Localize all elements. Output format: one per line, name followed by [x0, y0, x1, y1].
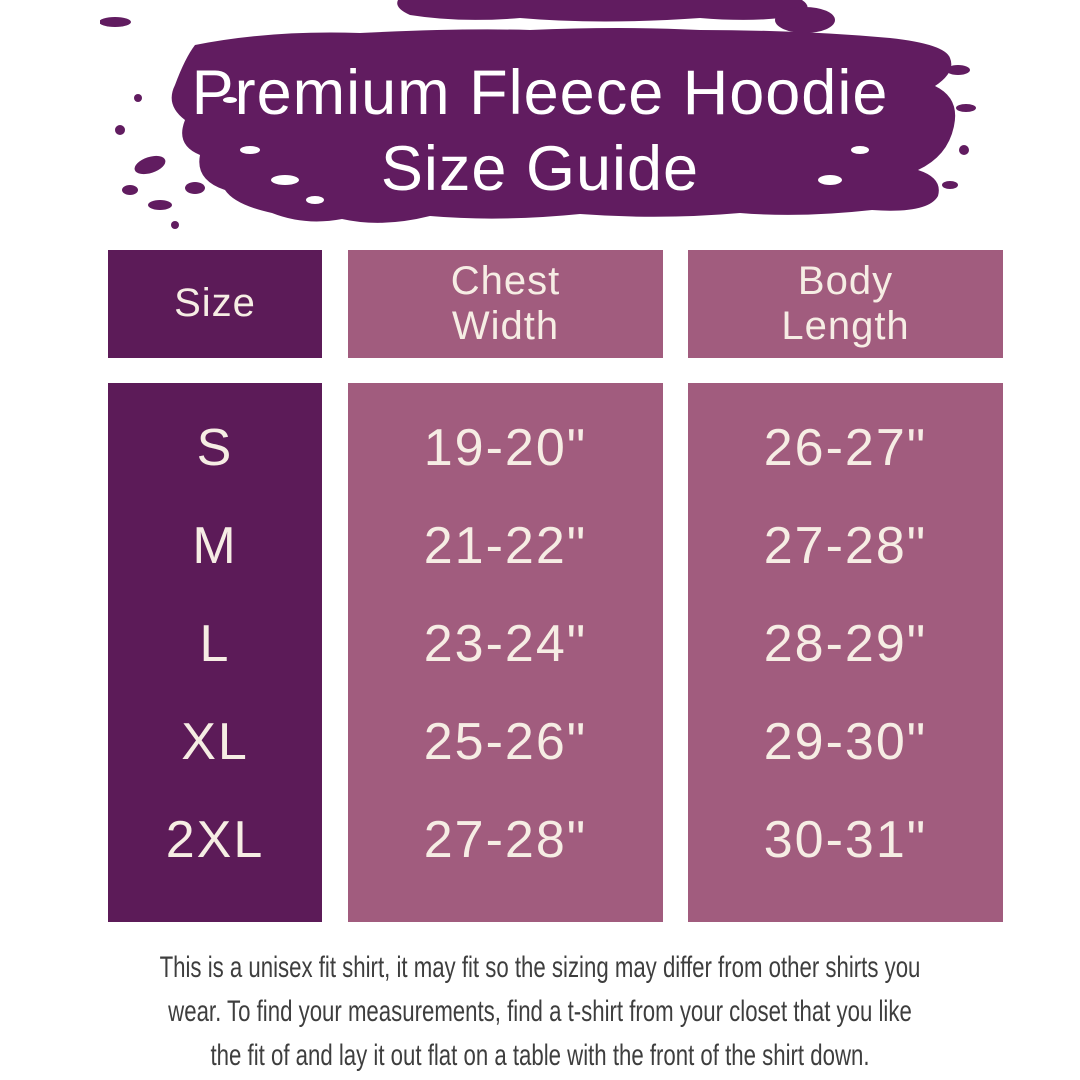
body-length-cell-m: 27-28" [763, 517, 928, 575]
brush-stroke-graphic [100, 0, 976, 229]
chest-width-cell-m: 21-22" [423, 517, 588, 575]
body-length-column: 26-27" 27-28" 28-29" 29-30" 30-31" [688, 383, 1003, 922]
column-header-chest-width-label: Chest Width [450, 258, 561, 348]
size-cell-m: M [192, 517, 238, 575]
body-length-cell-l: 28-29" [763, 615, 928, 673]
column-header-body-length-label: Body Length [781, 258, 910, 348]
size-cell-xl: XL [181, 713, 249, 771]
chest-width-column: 19-20" 21-22" 23-24" 25-26" 27-28" [348, 383, 663, 922]
body-length-cell-s: 26-27" [763, 419, 928, 477]
page-title: Premium Fleece Hoodie Size Guide [0, 55, 1080, 207]
size-cell-l: L [199, 615, 231, 673]
chest-width-cell-s: 19-20" [423, 419, 588, 477]
column-header-body-length: Body Length [688, 250, 1003, 358]
size-column: S M L XL 2XL [108, 383, 322, 922]
title-line-2: Size Guide [380, 134, 700, 204]
chest-width-cell-xl: 25-26" [423, 713, 588, 771]
chest-width-cell-2xl: 27-28" [423, 811, 588, 869]
body-length-cell-2xl: 30-31" [763, 811, 928, 869]
body-length-cell-xl: 29-30" [763, 713, 928, 771]
footer-line-2: wear. To find your measurements, find a … [168, 995, 912, 1028]
footer-note: This is a unisex fit shirt, it may fit s… [0, 946, 1080, 1078]
chest-width-cell-l: 23-24" [423, 615, 588, 673]
title-line-1: Premium Fleece Hoodie [191, 58, 889, 128]
size-cell-2xl: 2XL [165, 811, 265, 869]
column-header-size-label: Size [174, 281, 256, 326]
column-header-chest-width: Chest Width [348, 250, 663, 358]
footer-line-1: This is a unisex fit shirt, it may fit s… [159, 951, 921, 984]
column-header-size: Size [108, 250, 322, 358]
footer-line-3: the fit of and lay it out flat on a tabl… [210, 1039, 870, 1072]
size-cell-s: S [196, 419, 234, 477]
